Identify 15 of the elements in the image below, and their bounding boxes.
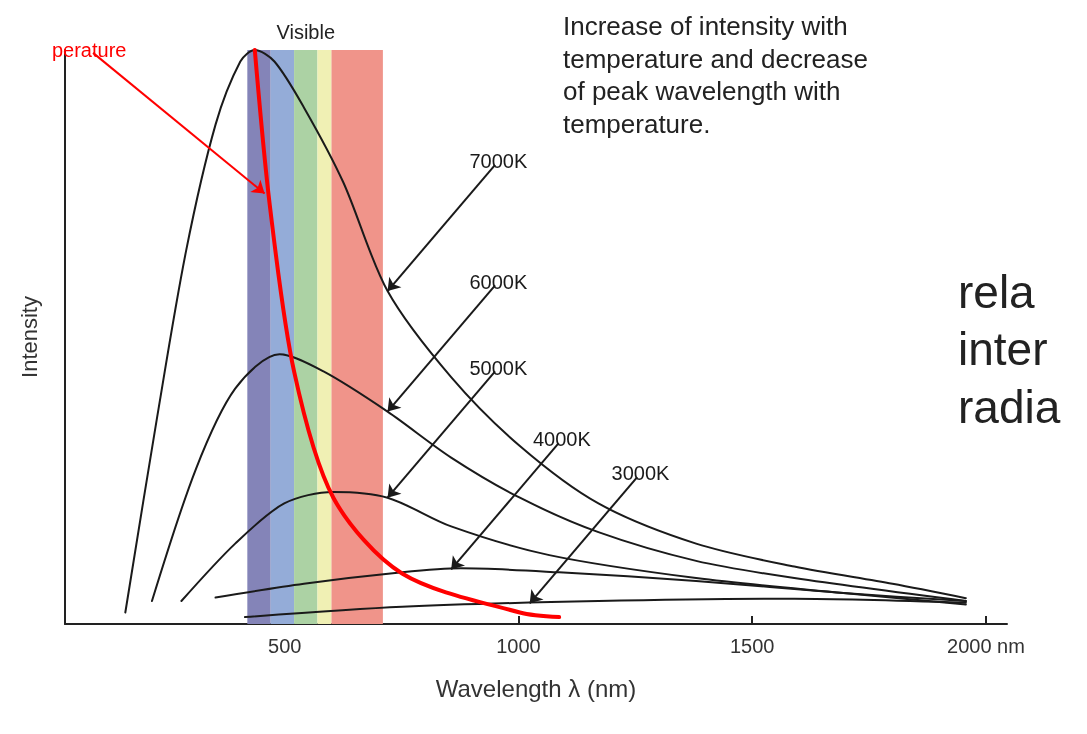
annotation: rela inter radia xyxy=(958,265,1061,433)
x-tick-label: 500 xyxy=(268,635,302,657)
x-axis-title: Wavelength λ (nm) xyxy=(435,674,637,702)
annotation: 6000K xyxy=(469,270,528,293)
annotation: Increase of intensity with temperature and decrease of peak wavelength with temperature. xyxy=(563,11,868,139)
y-axis-title: Intensity xyxy=(16,296,42,378)
band-label: Visible xyxy=(276,21,336,43)
x-tick-label: 2000 nm xyxy=(947,635,1025,657)
annotation: 5000K xyxy=(469,356,528,379)
annotation: 3000K xyxy=(611,462,671,485)
annotation: 7000K xyxy=(469,149,528,172)
annotation: perature xyxy=(51,38,127,61)
x-tick-label: 1500 xyxy=(729,635,775,657)
x-tick-label: 1000 xyxy=(496,635,541,657)
annotation: 4000K xyxy=(532,428,592,451)
